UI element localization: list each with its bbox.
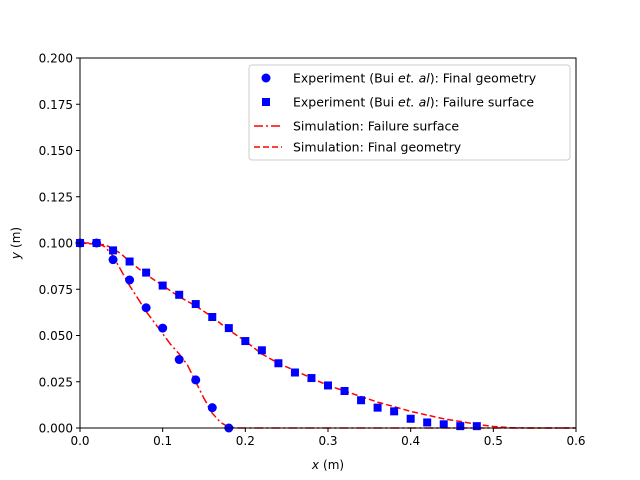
y-tick-label: 0.200 bbox=[39, 52, 73, 66]
x-tick-label: 0.1 bbox=[153, 434, 172, 448]
legend-entry-failure-surface-sim: Simulation: Failure surface bbox=[293, 119, 459, 134]
x-tick-label: 0.4 bbox=[401, 434, 420, 448]
legend-box bbox=[248, 64, 571, 161]
experiment-final-geometry-point bbox=[125, 275, 135, 285]
experiment-failure-surface-point bbox=[357, 396, 366, 405]
experiment-failure-surface-point bbox=[158, 281, 167, 290]
experiment-final-geometry-point bbox=[141, 303, 151, 313]
experiment-failure-surface-point bbox=[406, 414, 415, 423]
experiment-failure-surface-point bbox=[92, 239, 101, 247]
y-tick-label: 0.075 bbox=[39, 283, 73, 297]
x-tick-label: 0.5 bbox=[484, 434, 503, 448]
x-axis-label: x (m) bbox=[311, 458, 344, 472]
x-tick-label: 0.3 bbox=[318, 434, 337, 448]
y-axis-ticks: 0.000 0.025 0.050 0.075 0.100 0.125 0.150 0.175… bbox=[39, 52, 80, 436]
simulation-failure-surface-line bbox=[80, 242, 576, 429]
experiment-failure-surface-point bbox=[274, 359, 283, 368]
legend-circle-marker bbox=[261, 73, 271, 83]
experiment-failure-surface-point bbox=[423, 418, 432, 427]
experiment-failure-surface-point bbox=[472, 422, 481, 431]
legend-square-marker bbox=[262, 98, 270, 106]
experiment-failure-surface-point bbox=[208, 313, 217, 321]
y-tick-label: 0.100 bbox=[39, 237, 73, 251]
y-tick-label: 0.050 bbox=[39, 329, 73, 343]
legend-entry-final-geometry-sim: Simulation: Final geometry bbox=[293, 140, 462, 155]
experiment-failure-surface-point bbox=[340, 387, 349, 395]
experiment-final-geometry-point bbox=[174, 355, 184, 365]
experiment-final-geometry-point bbox=[158, 323, 168, 333]
legend: Experiment (Bui et. al): Final geometry … bbox=[248, 64, 571, 161]
experiment-final-geometry-point bbox=[191, 375, 201, 385]
x-tick-label: 0.6 bbox=[566, 434, 585, 448]
experiment-failure-surface-point bbox=[257, 346, 266, 355]
legend-entry-final-geometry-exp: Experiment (Bui et. al): Final geometry bbox=[293, 71, 537, 86]
y-tick-label: 0.175 bbox=[39, 98, 73, 112]
x-axis-ticks: 0.0 0.1 0.2 0.3 0.4 0.5 0.6 bbox=[70, 428, 586, 448]
experiment-failure-surface-point bbox=[241, 337, 250, 346]
experiment-final-geometry-point bbox=[108, 255, 118, 265]
experiment-final-geometry-point bbox=[207, 403, 217, 413]
experiment-failure-surface-point bbox=[324, 381, 332, 390]
plot-area bbox=[75, 238, 576, 433]
experiment-failure-surface-point bbox=[224, 324, 233, 333]
experiment-failure-surface-point bbox=[191, 300, 200, 309]
y-tick-label: 0.125 bbox=[39, 190, 73, 204]
legend-entry-failure-surface-exp: Experiment (Bui et. al): Failure surface bbox=[293, 95, 534, 110]
experiment-failure-surface-point bbox=[439, 420, 448, 429]
y-axis-label: y(m) bbox=[9, 227, 23, 260]
experiment-failure-surface-point bbox=[125, 257, 134, 266]
experiment-failure-surface-point bbox=[175, 290, 184, 299]
experiment-failure-surface-point bbox=[290, 368, 299, 377]
y-tick-label: 0.025 bbox=[39, 375, 73, 389]
experiment-failure-surface-point bbox=[390, 407, 399, 416]
y-tick-label: 0.000 bbox=[39, 422, 73, 436]
series-markers bbox=[75, 238, 481, 433]
y-tick-label: 0.150 bbox=[39, 144, 73, 158]
x-tick-label: 0.2 bbox=[236, 434, 255, 448]
experiment-failure-surface-point bbox=[456, 422, 465, 431]
experiment-failure-surface-point bbox=[373, 403, 382, 412]
x-tick-label: 0.0 bbox=[70, 434, 89, 448]
experiment-failure-surface-point bbox=[109, 246, 118, 255]
experiment-failure-surface-point bbox=[142, 268, 151, 277]
experiment-failure-surface-point bbox=[307, 374, 316, 383]
